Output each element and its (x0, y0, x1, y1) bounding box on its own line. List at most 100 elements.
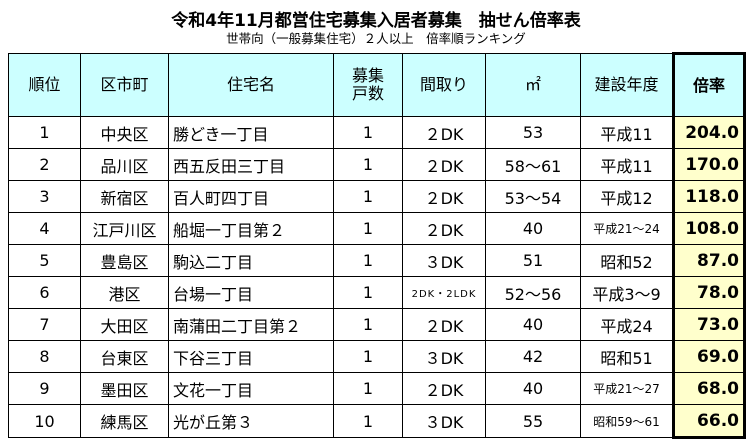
rate-cell: 66.0 (672, 404, 746, 439)
table-cell: 40 (485, 308, 581, 341)
table-row: 7 大田区 南蒲田二丁目第２ 1 ２DK 40 平成24 73.0 (8, 308, 746, 341)
table-cell: 1 (333, 244, 403, 277)
table-cell: 港区 (80, 276, 169, 309)
table-cell: 5 (8, 244, 81, 277)
table-cell: 百人町四丁目 (168, 180, 334, 213)
table-cell: 1 (333, 308, 403, 341)
table-cell: 1 (333, 180, 403, 213)
table-cell: ２DK (402, 372, 486, 405)
table-cell: 52～56 (485, 276, 581, 309)
header-text: 建設年度 (594, 75, 659, 94)
table-cell: 58～61 (485, 148, 581, 181)
header-text: 募集戸数 (351, 66, 384, 103)
table-cell: 10 (8, 404, 81, 438)
rate-cell: 204.0 (672, 116, 746, 149)
table-cell: 2 (8, 148, 81, 181)
rate-cell: 73.0 (672, 308, 746, 341)
table-cell: 新宿区 (80, 180, 169, 213)
table-cell: 平成11 (580, 116, 674, 149)
table-cell: 南蒲田二丁目第２ (168, 308, 334, 341)
column-header: 間取り (402, 53, 486, 117)
table-cell: 下谷三丁目 (168, 340, 334, 373)
header-text: 倍率 (692, 75, 725, 95)
table-cell: 9 (8, 372, 81, 405)
table-cell: 平成12 (580, 180, 674, 213)
table-cell: 1 (333, 340, 403, 373)
subtitle: 世帯向（一般募集住宅）２人以上 倍率順ランキング (226, 31, 526, 46)
table-cell: 7 (8, 308, 81, 341)
rate-cell: 170.0 (672, 148, 746, 181)
table-cell: 53～54 (485, 180, 581, 213)
table-cell: 平成21～27 (580, 372, 674, 405)
column-header: 建設年度 (580, 53, 674, 117)
table-cell: 昭和52 (580, 244, 674, 277)
table-cell: ２DK (402, 180, 486, 213)
table-cell: 1 (333, 404, 403, 438)
rate-cell: 69.0 (672, 340, 746, 373)
table-cell: 1 (333, 148, 403, 181)
table-cell: 42 (485, 340, 581, 373)
table-cell: 練馬区 (80, 404, 169, 438)
table-row: 3 新宿区 百人町四丁目 1 ２DK 53～54 平成12 118.0 (8, 180, 746, 213)
column-header: 倍率 (672, 52, 746, 117)
table-cell: 2DK・2LDK (402, 276, 486, 309)
table-cell: 平成24 (580, 308, 674, 341)
table-row: 4 江戸川区 船堀一丁目第２ 1 ２DK 40 平成21～24 108.0 (8, 212, 746, 245)
rate-cell: 118.0 (672, 180, 746, 213)
table-cell: 53 (485, 116, 581, 149)
table-cell: 平成21～24 (580, 212, 674, 245)
table-cell: 豊島区 (80, 244, 169, 277)
table-cell: 江戸川区 (80, 212, 169, 245)
table-cell: 船堀一丁目第２ (168, 212, 334, 245)
table-cell: 3 (8, 180, 81, 213)
table-row: 8 台東区 下谷三丁目 1 ３DK 42 昭和51 69.0 (8, 340, 746, 373)
rate-cell: 108.0 (672, 212, 746, 245)
table-cell: 大田区 (80, 308, 169, 341)
table-cell: 光が丘第３ (168, 404, 334, 438)
header-text: ㎡ (524, 75, 541, 94)
table-body: 1 中央区 勝どき一丁目 1 ２DK 53 平成11 204.0 2 品川区 西五反田三丁目 1 ２DK… (8, 116, 746, 439)
table-cell: 1 (333, 372, 403, 405)
table-cell: 駒込二丁目 (168, 244, 334, 277)
table-cell: 1 (333, 212, 403, 245)
table-row: 1 中央区 勝どき一丁目 1 ２DK 53 平成11 204.0 (8, 116, 746, 149)
table-row: 6 港区 台場一丁目 1 2DK・2LDK 52～56 平成3～9 78.0 (8, 276, 746, 309)
header-text: 間取り (419, 75, 468, 94)
column-header: ㎡ (485, 53, 581, 117)
table-cell: 平成11 (580, 148, 674, 181)
rate-cell: 87.0 (672, 244, 746, 277)
rate-cell: 78.0 (672, 276, 746, 309)
table-row: 9 墨田区 文花一丁目 1 ２DK 40 平成21～27 68.0 (8, 372, 746, 405)
table-cell: 昭和51 (580, 340, 674, 373)
table-cell: 文花一丁目 (168, 372, 334, 405)
rate-cell: 68.0 (672, 372, 746, 405)
header-text: 区市町 (100, 75, 149, 94)
table-cell: 40 (485, 372, 581, 405)
table-cell: 台東区 (80, 340, 169, 373)
header-row: 順位 区市町 住宅名 募集戸数 間取り ㎡ 建設年度 倍率 (8, 52, 746, 117)
table-cell: 勝どき一丁目 (168, 116, 334, 149)
table-cell: 墨田区 (80, 372, 169, 405)
table-cell: 平成3～9 (580, 276, 674, 309)
table-cell: 1 (333, 116, 403, 149)
header-text: 順位 (28, 75, 61, 94)
table-cell: 40 (485, 212, 581, 245)
table-row: 2 品川区 西五反田三丁目 1 ２DK 58～61 平成11 170.0 (8, 148, 746, 181)
table-cell: 1 (8, 116, 81, 149)
table-cell: ３DK (402, 340, 486, 373)
table-cell: 51 (485, 244, 581, 277)
table-cell: 6 (8, 276, 81, 309)
table-cell: 品川区 (80, 148, 169, 181)
table-cell: 8 (8, 340, 81, 373)
table-row: 5 豊島区 駒込二丁目 1 ３DK 51 昭和52 87.0 (8, 244, 746, 277)
column-header: 募集戸数 (333, 53, 403, 117)
table-cell: 西五反田三丁目 (168, 148, 334, 181)
table-cell: 1 (333, 276, 403, 309)
table-cell: 4 (8, 212, 81, 245)
column-header: 住宅名 (168, 53, 334, 117)
header-text: 住宅名 (226, 75, 275, 94)
table-cell: 台場一丁目 (168, 276, 334, 309)
table-row: 10 練馬区 光が丘第３ 1 ３DK 55 昭和59～61 66.0 (8, 404, 746, 439)
